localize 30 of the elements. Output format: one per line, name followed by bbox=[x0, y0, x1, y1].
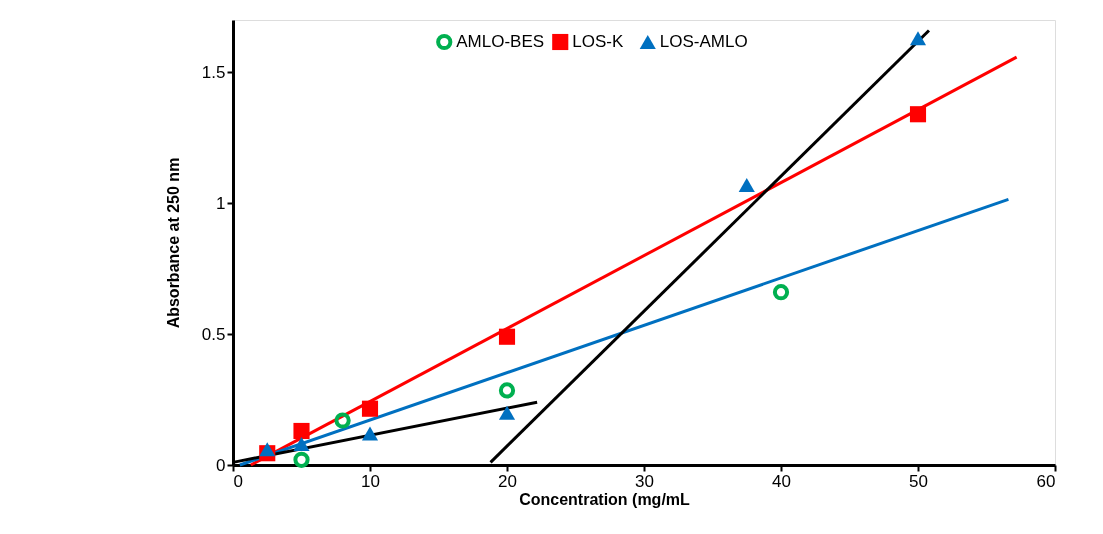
point bbox=[498, 405, 516, 420]
point bbox=[909, 106, 927, 123]
point bbox=[361, 426, 379, 441]
y-tick-label: 0 bbox=[216, 455, 226, 475]
x-tick-label: 40 bbox=[772, 471, 791, 491]
legend-label: LOS-AMLO bbox=[659, 32, 748, 51]
y-tick-label: 1.5 bbox=[201, 62, 226, 82]
point bbox=[909, 31, 927, 46]
x-axis-title: Concentration (mg/mL bbox=[519, 490, 691, 508]
legend-label: AMLO-BES bbox=[456, 32, 545, 51]
y-tick-label: 1 bbox=[216, 193, 226, 213]
point bbox=[334, 412, 351, 429]
point bbox=[498, 328, 516, 345]
y-tick-label: 0.5 bbox=[201, 324, 226, 344]
point bbox=[772, 284, 790, 301]
x-tick-label: 60 bbox=[1036, 471, 1056, 491]
x-tick-label: 10 bbox=[361, 471, 380, 491]
point bbox=[738, 177, 755, 192]
point bbox=[361, 400, 379, 417]
point bbox=[498, 382, 516, 399]
point bbox=[293, 437, 310, 452]
point bbox=[259, 442, 276, 457]
x-tick-label: 0 bbox=[233, 471, 243, 491]
x-tick-label: 50 bbox=[909, 471, 928, 491]
legend-label: LOS-K bbox=[572, 32, 624, 51]
x-tick-label: 20 bbox=[498, 471, 517, 491]
y-axis-title: Absorbance at 250 nm bbox=[164, 157, 182, 329]
point bbox=[293, 422, 310, 440]
point bbox=[293, 451, 310, 468]
x-tick-label: 30 bbox=[635, 471, 654, 491]
